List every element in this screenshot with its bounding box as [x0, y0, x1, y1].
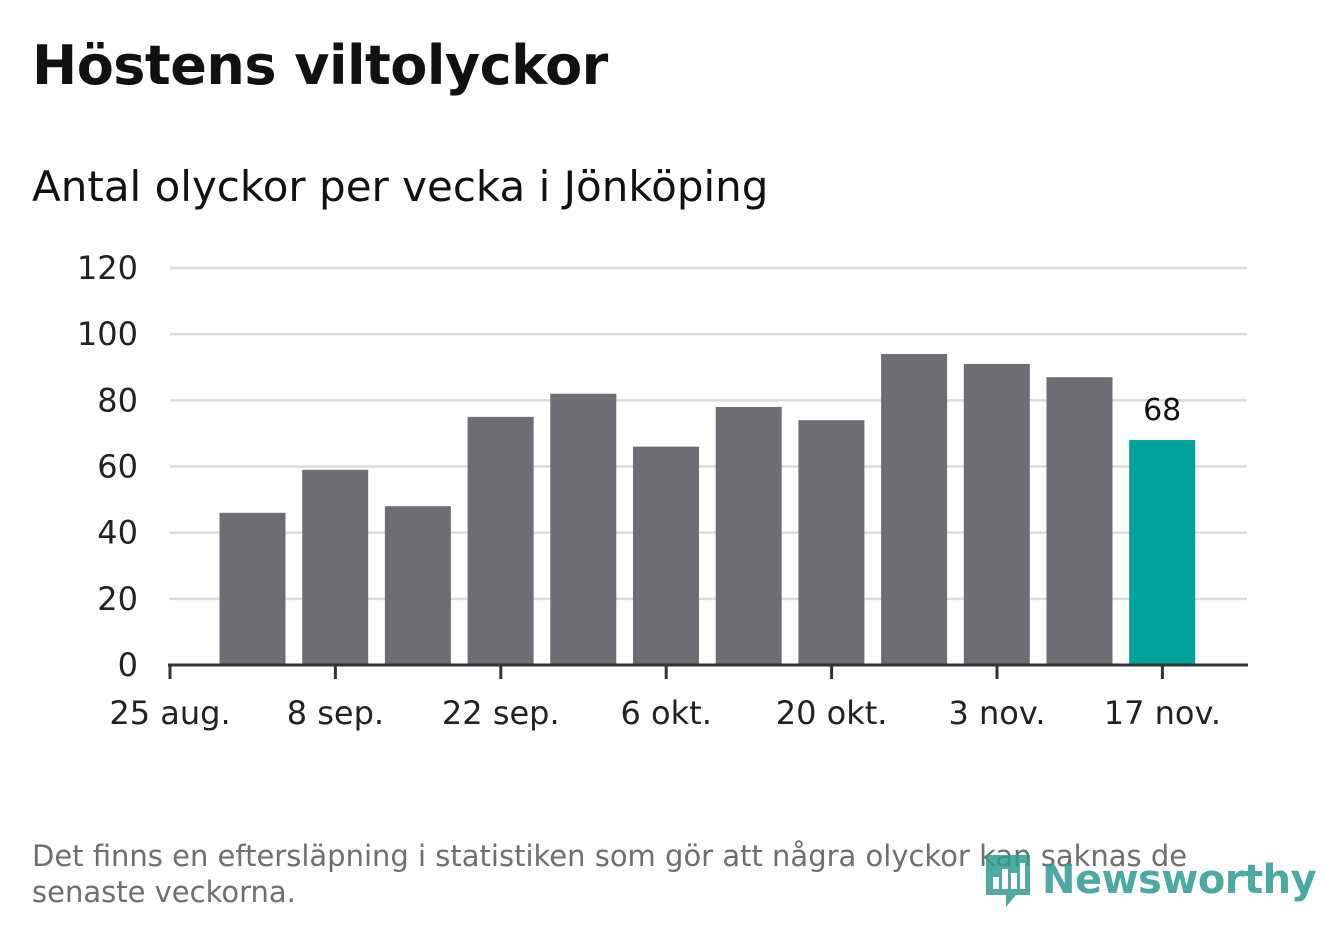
data-label: 68	[1143, 393, 1181, 428]
bar-layer	[219, 354, 1196, 665]
bar	[633, 446, 699, 665]
y-tick-label: 80	[97, 381, 138, 419]
bar	[219, 512, 286, 665]
bar	[715, 406, 782, 665]
x-tick-label: 17 nov.	[1104, 694, 1221, 732]
y-tick-label: 40	[97, 514, 138, 552]
chart-title: Höstens viltolyckor	[32, 34, 608, 97]
y-tick-label: 100	[77, 315, 138, 353]
chart-subtitle: Antal olyckor per vecka i Jönköping	[32, 162, 769, 211]
bar	[1046, 377, 1113, 665]
x-tick-label: 25 aug.	[109, 694, 230, 732]
x-tick-label: 22 sep.	[442, 694, 560, 732]
bar-highlight	[1129, 440, 1196, 665]
bar	[467, 416, 534, 665]
y-tick-label: 20	[97, 580, 138, 618]
x-tick-label: 6 okt.	[621, 694, 712, 732]
y-tick-label: 0	[118, 646, 138, 684]
x-tick-label: 20 okt.	[776, 694, 888, 732]
bar	[963, 363, 1030, 665]
bar-chart: 0 20 40 60 80 100 120 68 25 aug. 8 sep. 22 sep. 6 o…	[77, 249, 1248, 732]
y-tick-label: 120	[77, 249, 138, 287]
bar	[302, 469, 369, 665]
bar	[881, 354, 948, 665]
bar-chart-speech-bubble-icon	[986, 855, 1030, 907]
x-tick-label: 3 nov.	[948, 694, 1045, 732]
bar	[550, 393, 617, 665]
brand-name: Newsworthy	[1042, 857, 1317, 903]
x-tick-label: 8 sep.	[287, 694, 384, 732]
newsworthy-logo: Newsworthy	[982, 848, 1317, 912]
y-tick-label: 60	[97, 448, 138, 486]
bar	[384, 506, 451, 665]
bar	[798, 420, 865, 665]
axis-layer	[168, 663, 1248, 679]
label-layer: 0 20 40 60 80 100 120 68 25 aug. 8 sep. 22 sep. 6 o…	[77, 249, 1221, 732]
